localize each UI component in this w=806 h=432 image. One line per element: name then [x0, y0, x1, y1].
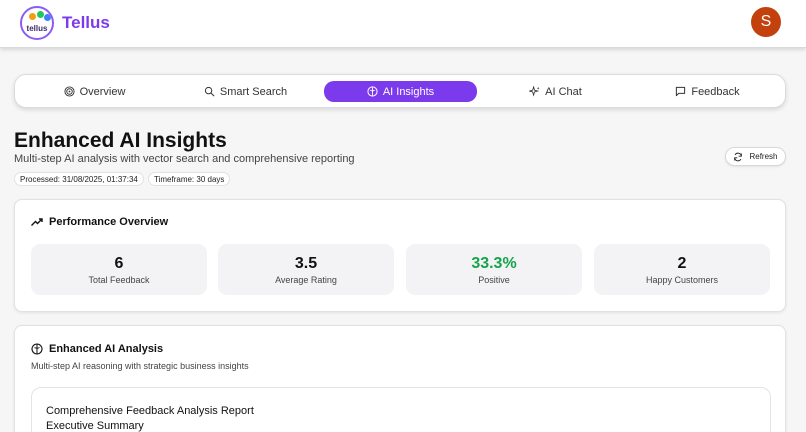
logo-dot — [44, 14, 51, 21]
stat-value: 3.5 — [294, 255, 318, 272]
tab-label: AI Insights — [382, 85, 435, 98]
analysis-title-row: Enhanced AI Analysis — [31, 343, 163, 355]
tab-smart-search[interactable]: Smart Search — [172, 81, 319, 102]
target-icon — [64, 86, 75, 97]
stat-average-rating: 3.5 Average Rating — [218, 244, 394, 295]
app-logo[interactable]: tellus — [20, 6, 54, 40]
tab-bar: Overview Smart Search AI Insights AI Cha… — [14, 74, 786, 108]
stat-total-feedback: 6 Total Feedback — [31, 244, 207, 295]
report-section-heading: Executive Summary — [46, 420, 144, 432]
logo-text: tellus — [26, 23, 48, 33]
performance-title-row: Performance Overview — [31, 216, 168, 228]
message-icon — [676, 86, 686, 97]
trending-up-icon — [31, 218, 43, 226]
report-content: Comprehensive Feedback Analysis Report E… — [31, 387, 771, 432]
tab-ai-chat[interactable]: AI Chat — [482, 81, 629, 102]
avatar[interactable]: S — [751, 7, 781, 37]
stat-happy-customers: 2 Happy Customers — [594, 244, 770, 295]
top-bar: tellus Tellus S — [0, 0, 806, 48]
tab-ai-insights[interactable]: AI Insights — [324, 81, 477, 102]
stat-value: 2 — [677, 255, 687, 272]
performance-overview-card: Performance Overview 6 Total Feedback 3.… — [14, 199, 786, 312]
ai-analysis-card: Enhanced AI Analysis Multi-step AI reaso… — [14, 325, 786, 432]
processed-badge: Processed: 31/08/2025, 01:37:34 — [14, 172, 144, 186]
page-title: Enhanced AI Insights — [14, 129, 227, 152]
tab-label: Feedback — [691, 85, 740, 98]
performance-title: Performance Overview — [49, 216, 169, 228]
stat-label: Average Rating — [275, 275, 337, 285]
brain-icon — [31, 343, 43, 355]
stat-positive: 33.3% Positive — [406, 244, 582, 295]
stat-value: 6 — [114, 255, 124, 272]
stat-label: Happy Customers — [645, 275, 719, 285]
tab-feedback[interactable]: Feedback — [634, 81, 781, 102]
refresh-icon — [734, 152, 743, 161]
analysis-subtitle: Multi-step AI reasoning with strategic b… — [31, 361, 249, 371]
tab-overview[interactable]: Overview — [21, 81, 168, 102]
tab-label: Overview — [79, 85, 126, 98]
tab-label: Smart Search — [219, 85, 288, 98]
logo-dot — [37, 11, 44, 18]
tab-label: AI Chat — [545, 85, 582, 98]
refresh-button[interactable]: Refresh — [725, 147, 786, 166]
stat-value: 33.3% — [471, 255, 517, 272]
report-title: Comprehensive Feedback Analysis Report — [46, 405, 254, 417]
brain-icon — [367, 86, 378, 97]
stat-label: Total Feedback — [88, 275, 150, 285]
logo-dot — [29, 13, 36, 20]
timeframe-badge: Timeframe: 30 days — [148, 172, 231, 186]
brand-name[interactable]: Tellus — [62, 13, 110, 32]
search-icon — [204, 86, 215, 97]
page-subtitle: Multi-step AI analysis with vector searc… — [14, 153, 355, 165]
analysis-title: Enhanced AI Analysis — [49, 343, 164, 355]
stat-label: Positive — [478, 275, 510, 285]
sparkles-icon — [529, 86, 540, 97]
refresh-label: Refresh — [749, 152, 778, 161]
